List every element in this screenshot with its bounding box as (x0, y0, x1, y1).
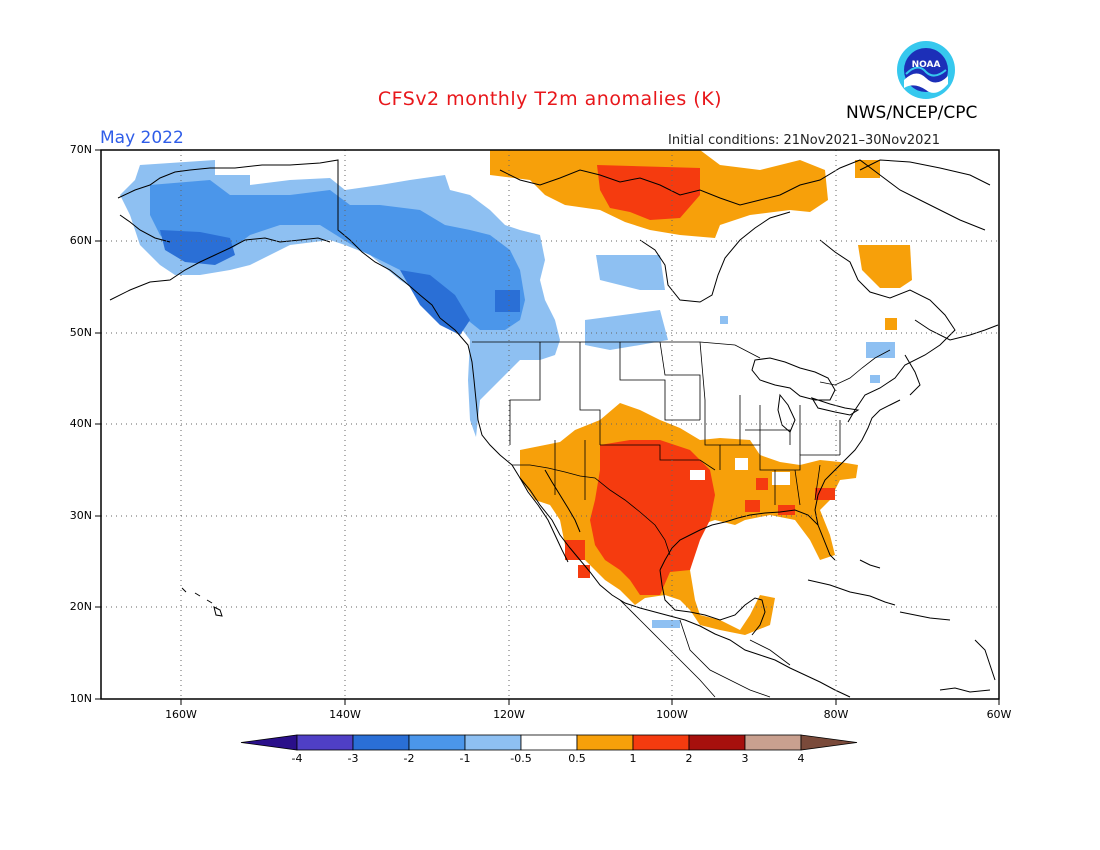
colorbar-label: 1 (629, 752, 637, 765)
anomaly-field (101, 150, 999, 699)
colorbar-label: 0.5 (568, 752, 586, 765)
colorbar-label: -4 (291, 752, 303, 765)
warm-anomaly-arctic (490, 150, 912, 330)
colorbar-arrow-low (240, 734, 298, 751)
lon-label-80w: 80W (823, 708, 849, 721)
colorbar-label: 4 (797, 752, 805, 765)
lat-label-70n: 70N (69, 143, 92, 156)
lat-label-10n: 10N (69, 692, 92, 705)
colorbar-swatch (408, 734, 466, 751)
lon-label-160w: 160W (165, 708, 197, 721)
colorbar-swatch (576, 734, 634, 751)
coastlines (109, 159, 999, 698)
cool-anomaly-region (120, 160, 895, 628)
initial-conditions-label: Initial conditions: 21Nov2021–30Nov2021 (668, 133, 940, 148)
colorbar-swatch (464, 734, 522, 751)
lon-label-100w: 100W (656, 708, 688, 721)
logo-text: NOAA (912, 60, 941, 70)
lat-label-60n: 60N (69, 234, 92, 247)
colorbar-swatch (520, 734, 578, 751)
lat-label-40n: 40N (69, 417, 92, 430)
lat-label-30n: 30N (69, 509, 92, 522)
warm-anomaly-south (520, 403, 858, 635)
colorbar-swatch (688, 734, 746, 751)
lon-label-140w: 140W (329, 708, 361, 721)
noaa-logo-icon: NOAA (897, 41, 955, 99)
colorbar (240, 734, 858, 751)
colorbar-label: -2 (403, 752, 415, 765)
lat-label-20n: 20N (69, 600, 92, 613)
lon-label-60w: 60W (986, 708, 1012, 721)
colorbar-label: 3 (741, 752, 749, 765)
map-title: CFSv2 monthly T2m anomalies (K) (0, 88, 1100, 110)
colorbar-label: -3 (347, 752, 359, 765)
colorbar-swatch (744, 734, 802, 751)
agency-label: NWS/NCEP/CPC (846, 103, 978, 123)
map-title-text: CFSv2 monthly T2m anomalies (K) (377, 88, 723, 110)
borders (337, 160, 891, 698)
month-label: May 2022 (100, 128, 184, 148)
lon-label-120w: 120W (493, 708, 525, 721)
colorbar-swatch (352, 734, 410, 751)
colorbar-swatch (296, 734, 354, 751)
colorbar-swatch (632, 734, 690, 751)
colorbar-label: 2 (685, 752, 693, 765)
colorbar-label: -0.5 (510, 752, 532, 765)
tick-marks (95, 149, 1000, 705)
colorbar-label: -1 (459, 752, 471, 765)
lat-label-50n: 50N (69, 326, 92, 339)
colorbar-arrow-high (800, 734, 858, 751)
